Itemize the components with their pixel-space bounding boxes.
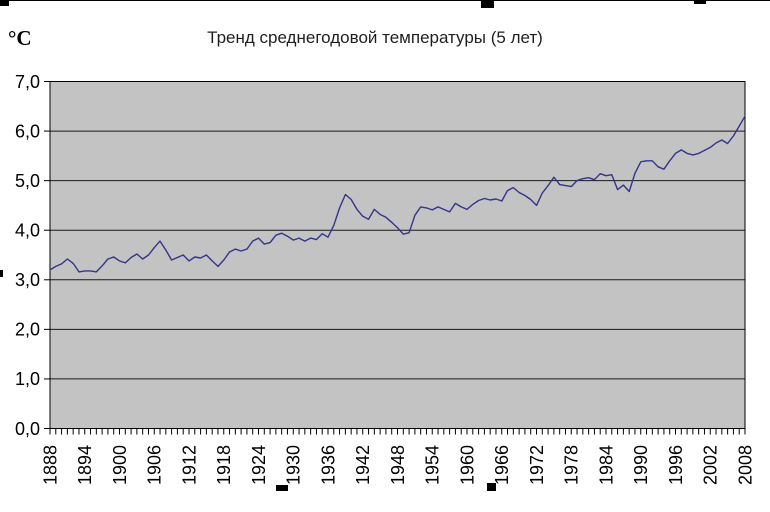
chart-title: Тренд среднегодовой температуры (5 лет) — [207, 28, 543, 47]
y-axis-tick-label: 0,0 — [15, 419, 40, 439]
x-axis-tick-label: 1954 — [423, 445, 443, 485]
x-axis-tick-label: 1930 — [284, 445, 304, 485]
x-axis-tick-label: 1900 — [110, 445, 130, 485]
screenshot-artifact — [694, 0, 706, 4]
y-axis-tick-label: 3,0 — [15, 270, 40, 290]
x-axis-tick-label: 1966 — [492, 445, 512, 485]
screenshot-artifact — [481, 0, 494, 8]
x-axis-tick-label: 1888 — [40, 445, 60, 485]
x-axis-tick-label: 1894 — [75, 445, 95, 485]
screenshot-artifact — [0, 0, 9, 6]
x-axis-tick-label: 1960 — [457, 445, 477, 485]
y-axis-tick-label: 6,0 — [15, 121, 40, 141]
x-axis-tick-label: 1924 — [249, 445, 269, 485]
x-axis-tick-label: 2002 — [701, 445, 721, 485]
x-axis-tick-label: 2008 — [735, 445, 755, 485]
x-axis-tick-label: 1918 — [214, 445, 234, 485]
plot-area — [50, 81, 745, 429]
x-axis-tick-label: 1942 — [353, 445, 373, 485]
x-axis-tick-label: 1912 — [179, 445, 199, 485]
x-axis-tick-label: 1978 — [562, 445, 582, 485]
y-axis-tick-label: 2,0 — [15, 320, 40, 340]
screenshot-artifact — [487, 483, 496, 491]
temperature-trend-line — [49, 115, 746, 273]
x-axis-tick-label: 1984 — [596, 445, 616, 485]
x-axis-tick-label: 1990 — [631, 445, 651, 485]
y-axis-tick-label: 5,0 — [15, 171, 40, 191]
screenshot-artifact — [0, 270, 3, 277]
screenshot-artifact — [0, 0, 770, 1]
y-axis-tick-label: 4,0 — [15, 221, 40, 241]
screenshot-artifact — [276, 485, 288, 491]
y-axis-tick-label: 1,0 — [15, 369, 40, 389]
x-axis-tick-label: 1996 — [666, 445, 686, 485]
y-axis-tick-label: 7,0 — [15, 72, 40, 92]
x-axis-tick-label: 1936 — [318, 445, 338, 485]
x-axis-tick-label: 1948 — [388, 445, 408, 485]
x-axis-tick-label: 1906 — [145, 445, 165, 485]
x-axis-tick-label: 1972 — [527, 445, 547, 485]
y-axis-unit-label: °C — [8, 26, 32, 50]
